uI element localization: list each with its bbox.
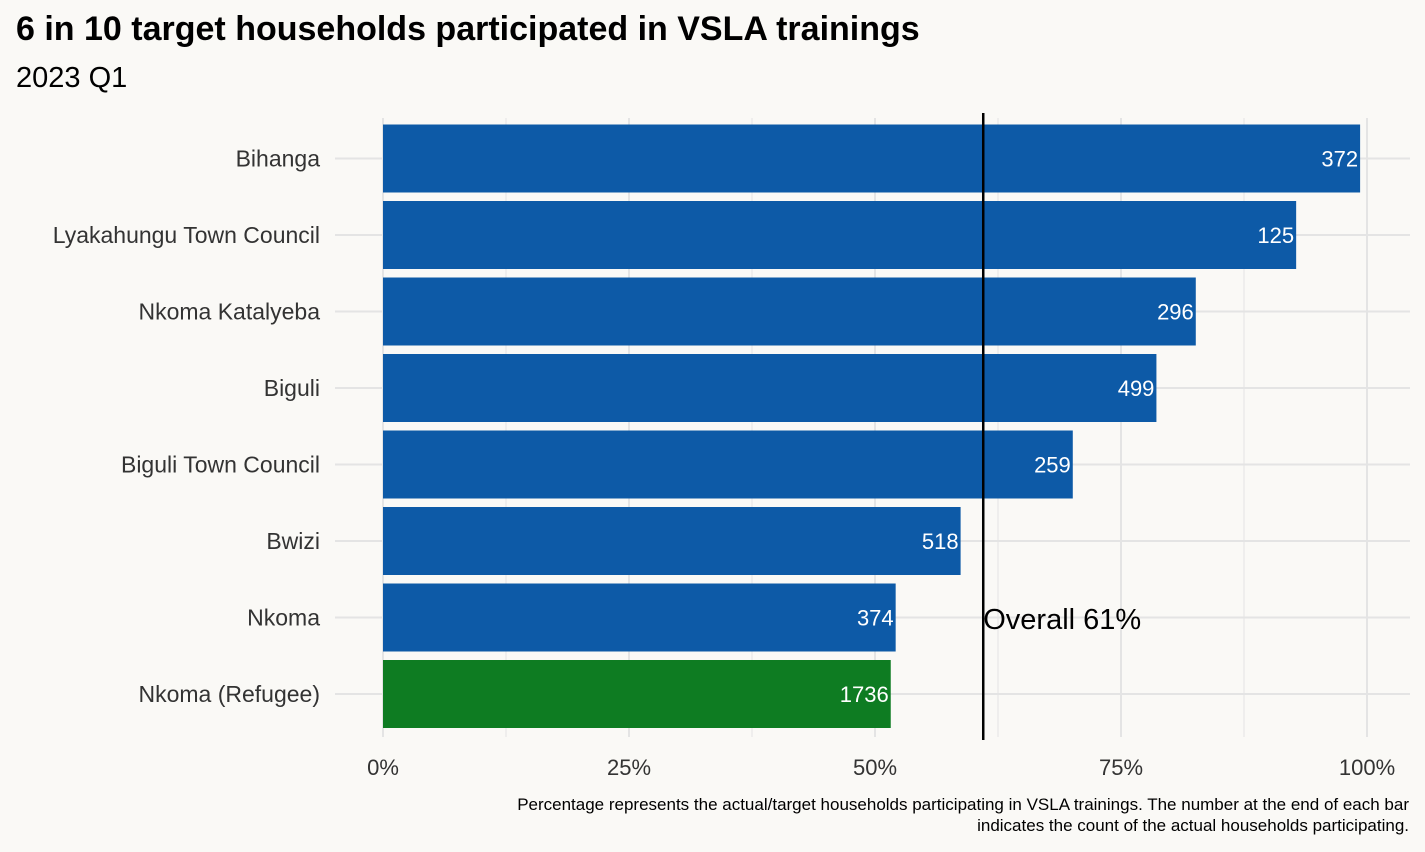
caption-line-1: Percentage represents the actual/target … bbox=[517, 795, 1409, 814]
category-label: Bihanga bbox=[236, 146, 321, 172]
x-tick-label: 75% bbox=[1099, 755, 1143, 780]
bar bbox=[383, 354, 1157, 422]
count-label: 372 bbox=[1321, 147, 1358, 172]
chart-title: 6 in 10 target households participated i… bbox=[16, 10, 920, 48]
caption-line-2: indicates the count of the actual househ… bbox=[977, 816, 1409, 835]
overall-reference-label: Overall 61% bbox=[983, 604, 1141, 636]
x-tick-label: 25% bbox=[607, 755, 651, 780]
category-label: Biguli Town Council bbox=[121, 452, 320, 478]
count-label: 374 bbox=[857, 606, 894, 631]
x-tick-label: 100% bbox=[1339, 755, 1395, 780]
category-label: Lyakahungu Town Council bbox=[53, 222, 320, 248]
count-label: 518 bbox=[922, 529, 959, 554]
bar bbox=[383, 430, 1073, 499]
bar bbox=[383, 124, 1361, 193]
chart-caption: Percentage represents the actual/target … bbox=[517, 794, 1409, 836]
category-label: Bwizi bbox=[266, 528, 320, 554]
count-label: 125 bbox=[1257, 223, 1294, 248]
bar bbox=[383, 201, 1297, 269]
count-label: 296 bbox=[1157, 300, 1194, 325]
bar bbox=[383, 277, 1196, 346]
count-label: 499 bbox=[1118, 376, 1155, 401]
bar bbox=[383, 660, 891, 728]
x-tick-label: 0% bbox=[367, 755, 399, 780]
category-label: Nkoma bbox=[247, 605, 320, 631]
category-label: Nkoma (Refugee) bbox=[138, 681, 320, 707]
count-label: 259 bbox=[1034, 453, 1071, 478]
chart-subtitle: 2023 Q1 bbox=[16, 62, 128, 94]
x-tick-label: 50% bbox=[853, 755, 897, 780]
bar bbox=[383, 507, 961, 575]
count-label: 1736 bbox=[840, 682, 889, 707]
category-label: Nkoma Katalyeba bbox=[138, 299, 320, 325]
category-label: Biguli bbox=[264, 375, 320, 401]
bar bbox=[383, 583, 896, 652]
